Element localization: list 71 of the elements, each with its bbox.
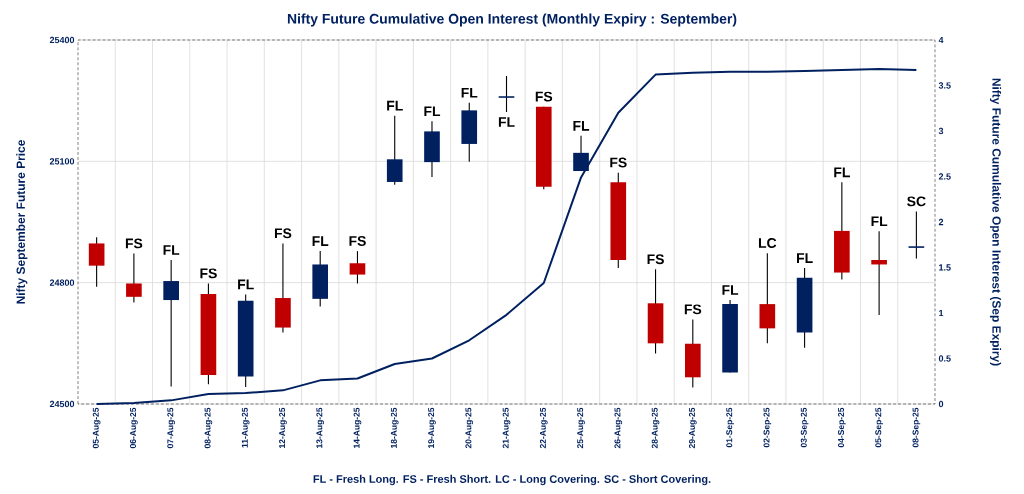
x-tick-label: 06-Aug-25 xyxy=(130,407,138,449)
annotation: FS xyxy=(535,91,553,102)
y-tick-label: 25400 xyxy=(49,36,75,44)
y2-tick-label: 1.5 xyxy=(939,264,951,271)
annotation: FL xyxy=(573,121,590,131)
candlestick xyxy=(573,135,589,172)
annotation: FL xyxy=(163,245,180,255)
y2-tick-label: 0.5 xyxy=(938,355,951,362)
y2-tick-label: 4 xyxy=(938,36,944,44)
annotation: FS xyxy=(274,228,292,239)
x-tick-label: 14-Aug-25 xyxy=(353,407,362,448)
x-tick-label: 08-Aug-25 xyxy=(204,407,213,449)
annotation: FL xyxy=(312,236,329,246)
candlestick xyxy=(349,250,366,285)
candlestick xyxy=(907,210,925,259)
y2-tick-label: 2 xyxy=(938,218,944,226)
x-tick-label: 05-Sep-25 xyxy=(875,407,883,448)
chart-title: Nifty Future Cumulative Open Interest (Monthly Expiry : September) xyxy=(287,13,737,27)
candlestick xyxy=(88,236,105,288)
annotation: FL xyxy=(797,253,813,263)
x-tick-label: 20-Aug-25 xyxy=(465,407,474,449)
x-tick-label: 11-Aug-25 xyxy=(241,407,250,448)
y-tick-label: 24500 xyxy=(49,400,75,408)
annotation: LC xyxy=(758,238,777,248)
y-axis-title: Nifty September Future Price xyxy=(16,140,28,304)
x-tick-label: 04-Sep-25 xyxy=(838,407,846,448)
x-tick-label: 05-Aug-25 xyxy=(92,407,101,449)
x-tick-label: 12-Aug-25 xyxy=(279,407,287,448)
x-tick-label: 07-Aug-25 xyxy=(167,407,176,449)
x-tick-label: 19-Aug-25 xyxy=(428,407,436,448)
text: FL - Fresh Long. FS - Fresh Short. LC - Long Covering. SC - Short Covering. xyxy=(313,474,711,486)
x-tick-label: 21-Aug-25 xyxy=(502,407,511,449)
y2-axis-title: Nifty Future Cumulative Open Interest (Sep Expiry) xyxy=(989,78,1002,366)
x-tick-label: 18-Aug-25 xyxy=(390,407,399,448)
annotation: FL xyxy=(834,167,850,178)
annotation: FS xyxy=(684,304,702,315)
x-tick-label: 01-Sep-25 xyxy=(726,407,734,448)
y2-tick-label: 3 xyxy=(938,127,944,135)
x-tick-label: 25-Aug-25 xyxy=(577,407,585,449)
x-tick-label: 28-Aug-25 xyxy=(651,407,660,449)
annotation: FL xyxy=(461,87,478,98)
candlestick xyxy=(126,252,142,304)
y2-tick-label: 1 xyxy=(939,309,944,317)
annotation: FS xyxy=(200,268,217,279)
y-tick-label: 25100 xyxy=(49,158,75,165)
x-tick-label: 02-Sep-25 xyxy=(763,407,772,448)
candlestick xyxy=(386,115,403,186)
annotation: FS xyxy=(349,236,366,246)
annotation: FL xyxy=(498,117,515,127)
y2-tick-label: 3.5 xyxy=(938,82,951,89)
y2-tick-label: 2.5 xyxy=(938,173,951,180)
y-tick-label: 24800 xyxy=(49,279,75,286)
x-tick-label: 22-Aug-25 xyxy=(539,407,548,449)
annotation: FS xyxy=(610,157,627,168)
x-tick-label: 13-Aug-25 xyxy=(316,407,325,448)
x-tick-label: 29-Aug-25 xyxy=(688,407,697,449)
x-tick-label: 03-Sep-25 xyxy=(800,407,809,448)
candlestick xyxy=(497,75,516,113)
x-tick-label: 08-Sep-25 xyxy=(912,407,921,448)
x-tick-label: 26-Aug-25 xyxy=(614,407,623,449)
annotation: FL xyxy=(238,279,254,290)
annotation: FL xyxy=(722,285,739,295)
annotation: FL xyxy=(871,216,888,227)
annotation: SC xyxy=(907,196,926,207)
annotation: FS xyxy=(647,254,664,265)
annotation: FL xyxy=(387,100,403,111)
annotation: FS xyxy=(125,238,143,249)
candlestick xyxy=(163,259,179,388)
candlestick xyxy=(871,230,887,316)
annotation: FL xyxy=(424,106,441,117)
y2-tick-label: 0 xyxy=(938,400,944,408)
